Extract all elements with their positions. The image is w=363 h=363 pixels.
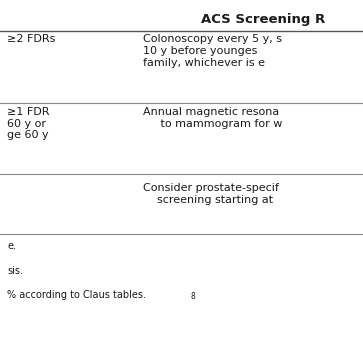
Text: Colonoscopy every 5 y, s
10 y before younges
family, whichever is e: Colonoscopy every 5 y, s 10 y before you… [143,34,282,68]
Text: ≥1 FDR
60 y or
ge 60 y: ≥1 FDR 60 y or ge 60 y [7,107,50,140]
Text: ≥2 FDRs: ≥2 FDRs [7,34,56,45]
Text: e.: e. [7,241,16,252]
Text: 8: 8 [191,292,195,301]
Text: ACS Screening R: ACS Screening R [201,13,326,26]
Text: % according to Claus tables.: % according to Claus tables. [7,290,146,300]
Text: Consider prostate-specif
    screening starting at: Consider prostate-specif screening start… [143,183,279,205]
Text: Annual magnetic resona
     to mammogram for w: Annual magnetic resona to mammogram for … [143,107,283,129]
Text: sis.: sis. [7,266,23,276]
